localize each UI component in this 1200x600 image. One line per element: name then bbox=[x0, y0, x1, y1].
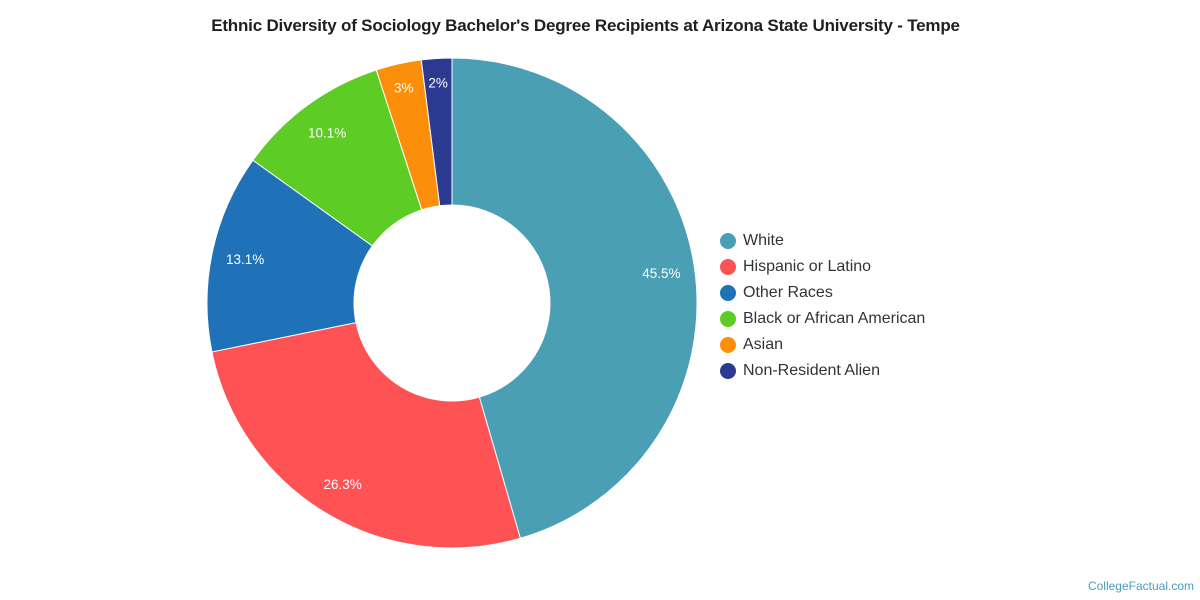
legend-swatch-icon bbox=[720, 233, 736, 249]
legend-label: Non-Resident Alien bbox=[743, 362, 880, 379]
slice-value-label: 10.1% bbox=[308, 125, 346, 140]
legend-swatch-icon bbox=[720, 259, 736, 275]
legend-label: Other Races bbox=[743, 284, 833, 301]
credit-link[interactable]: CollegeFactual.com bbox=[1087, 579, 1194, 593]
legend-swatch-icon bbox=[720, 285, 736, 301]
legend-swatch-icon bbox=[720, 337, 736, 353]
slice-value-label: 3% bbox=[394, 80, 414, 95]
legend-swatch-icon bbox=[720, 363, 736, 379]
chart-legend: White Hispanic or Latino Other Races Bla… bbox=[720, 228, 925, 384]
slice-value-label: 13.1% bbox=[226, 252, 264, 267]
slice-value-label: 2% bbox=[428, 75, 448, 90]
slice-value-label: 26.3% bbox=[323, 477, 361, 492]
legend-swatch-icon bbox=[720, 311, 736, 327]
slice-white[interactable] bbox=[451, 57, 698, 539]
legend-item-asian[interactable]: Asian bbox=[720, 332, 925, 358]
legend-label: White bbox=[743, 232, 784, 249]
legend-item-non-resident-alien[interactable]: Non-Resident Alien bbox=[720, 358, 925, 384]
legend-label: Hispanic or Latino bbox=[743, 258, 872, 275]
legend-item-other-races[interactable]: Other Races bbox=[720, 280, 925, 306]
slice-labels: 45.5% 26.3% 13.1% 10.1% 3% 2% bbox=[226, 75, 681, 492]
chart-title: Ethnic Diversity of Sociology Bachelor's… bbox=[211, 16, 960, 35]
legend-item-black-or-african-american[interactable]: Black or African American bbox=[720, 306, 925, 332]
slice-value-label: 45.5% bbox=[642, 266, 680, 281]
donut-slices bbox=[206, 57, 698, 549]
slice-non-resident-alien[interactable] bbox=[420, 57, 453, 207]
legend-item-hispanic-or-latino[interactable]: Hispanic or Latino bbox=[720, 254, 925, 280]
legend-label: Black or African American bbox=[743, 310, 926, 327]
legend-item-white[interactable]: White bbox=[720, 228, 925, 254]
slice-hispanic-or-latino[interactable] bbox=[211, 321, 521, 549]
slice-other-races[interactable] bbox=[206, 159, 374, 353]
legend-label: Asian bbox=[743, 336, 784, 353]
